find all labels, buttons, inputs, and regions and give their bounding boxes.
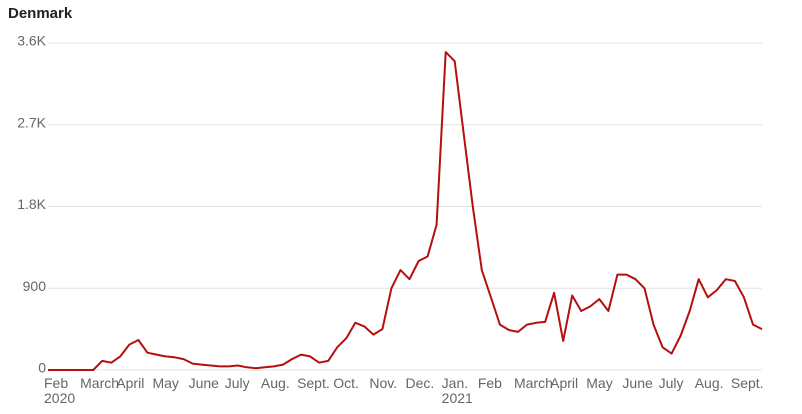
x-tick-label: July [658,375,684,391]
x-tick-label: June [622,375,653,391]
x-tick-label: April [116,375,145,391]
x-tick-label: Sept. [730,375,764,391]
x-tick-label: Aug. [694,375,724,391]
chart-title: Denmark [8,5,73,22]
x-tick-label: March [513,375,553,391]
x-tick-label: July [224,375,250,391]
y-tick-label: 3.6K [17,33,46,49]
x-tick-label: Sept. [297,375,330,391]
y-tick-label: 900 [23,278,47,294]
x-tick-label: Jan. 2021 [441,375,473,406]
x-tick-label: Nov. [369,375,398,391]
x-tick-label: June [188,375,219,391]
x-tick-label: March [80,375,120,391]
x-tick-label: Feb 2020 [44,375,76,406]
x-tick-label: Dec. [405,375,435,391]
x-tick-label: May [586,375,613,391]
x-tick-label: Aug. [260,375,290,391]
y-tick-label: 0 [38,360,46,376]
y-tick-label: 2.7K [17,114,46,130]
x-tick-label: May [152,375,179,391]
x-tick-label: Oct. [333,375,359,391]
x-tick-label: April [550,375,579,391]
x-tick-label: Feb [477,375,502,391]
data-line [48,51,763,371]
y-tick-label: 1.8K [17,196,46,212]
